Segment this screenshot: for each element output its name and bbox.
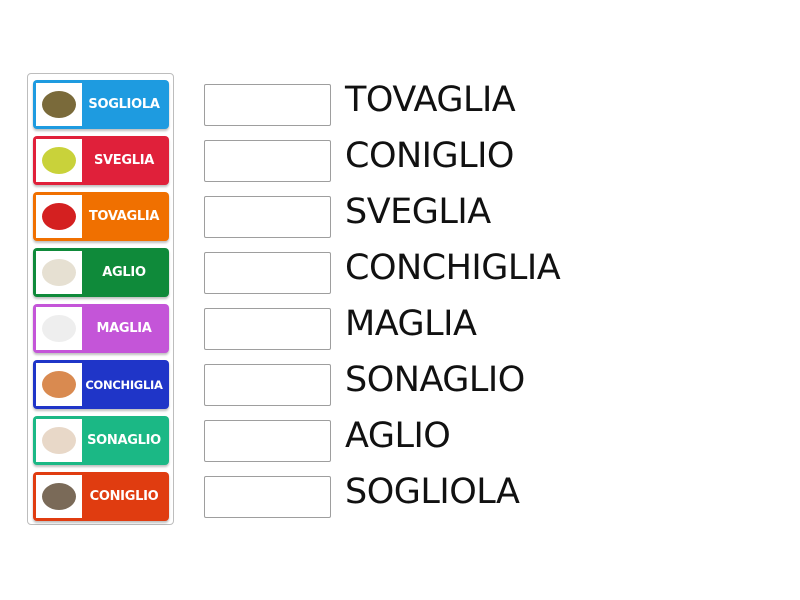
rabbit-image [36, 475, 82, 518]
image-shape [42, 371, 76, 398]
drop-slot[interactable] [204, 252, 331, 294]
answer-tile[interactable]: SOGLIOLA [33, 80, 169, 129]
drop-slot[interactable] [204, 84, 331, 126]
image-shape [42, 259, 76, 286]
target-word: CONCHIGLIA [345, 248, 561, 288]
baby-rattle-image [36, 419, 82, 462]
image-shape [42, 91, 76, 118]
image-shape [42, 483, 76, 510]
answer-tile[interactable]: TOVAGLIA [33, 192, 169, 241]
target-word: TOVAGLIA [345, 80, 516, 120]
drop-slot[interactable] [204, 140, 331, 182]
tile-label: TOVAGLIA [88, 209, 160, 224]
tile-label: SONAGLIO [87, 433, 161, 448]
tile-label: SOGLIOLA [88, 97, 160, 112]
target-word: CONIGLIO [345, 136, 514, 176]
seashell-image [36, 363, 82, 406]
tshirt-image [36, 307, 82, 350]
tablecloth-image [36, 195, 82, 238]
image-shape [42, 203, 76, 230]
target-word: AGLIO [345, 416, 451, 456]
answer-tile[interactable]: CONCHIGLIA [33, 360, 169, 409]
drop-slot[interactable] [204, 308, 331, 350]
drop-slot[interactable] [204, 420, 331, 462]
tile-label: CONCHIGLIA [85, 377, 163, 392]
drop-slot[interactable] [204, 364, 331, 406]
tile-label: AGLIO [102, 265, 146, 280]
image-shape [42, 427, 76, 454]
image-shape [42, 147, 76, 174]
tile-label: CONIGLIO [89, 489, 159, 504]
tile-label: SVEGLIA [93, 153, 155, 168]
answer-tray: SOGLIOLA SVEGLIA TOVAGLIA AGLIO MAGLIA CONCHI… [27, 73, 174, 525]
garlic-image [36, 251, 82, 294]
answer-tile[interactable]: MAGLIA [33, 304, 169, 353]
target-word: SVEGLIA [345, 192, 491, 232]
answer-tile[interactable]: SVEGLIA [33, 136, 169, 185]
answer-tile[interactable]: CONIGLIO [33, 472, 169, 521]
target-word: SONAGLIO [345, 360, 525, 400]
target-word: SOGLIOLA [345, 472, 520, 512]
tile-label: MAGLIA [96, 321, 152, 336]
alarm-clock-book-image [36, 139, 82, 182]
answer-tile[interactable]: SONAGLIO [33, 416, 169, 465]
drop-slot[interactable] [204, 196, 331, 238]
image-shape [42, 315, 76, 342]
answer-tile[interactable]: AGLIO [33, 248, 169, 297]
target-word: MAGLIA [345, 304, 477, 344]
drop-slot[interactable] [204, 476, 331, 518]
flatfish-image [36, 83, 82, 126]
